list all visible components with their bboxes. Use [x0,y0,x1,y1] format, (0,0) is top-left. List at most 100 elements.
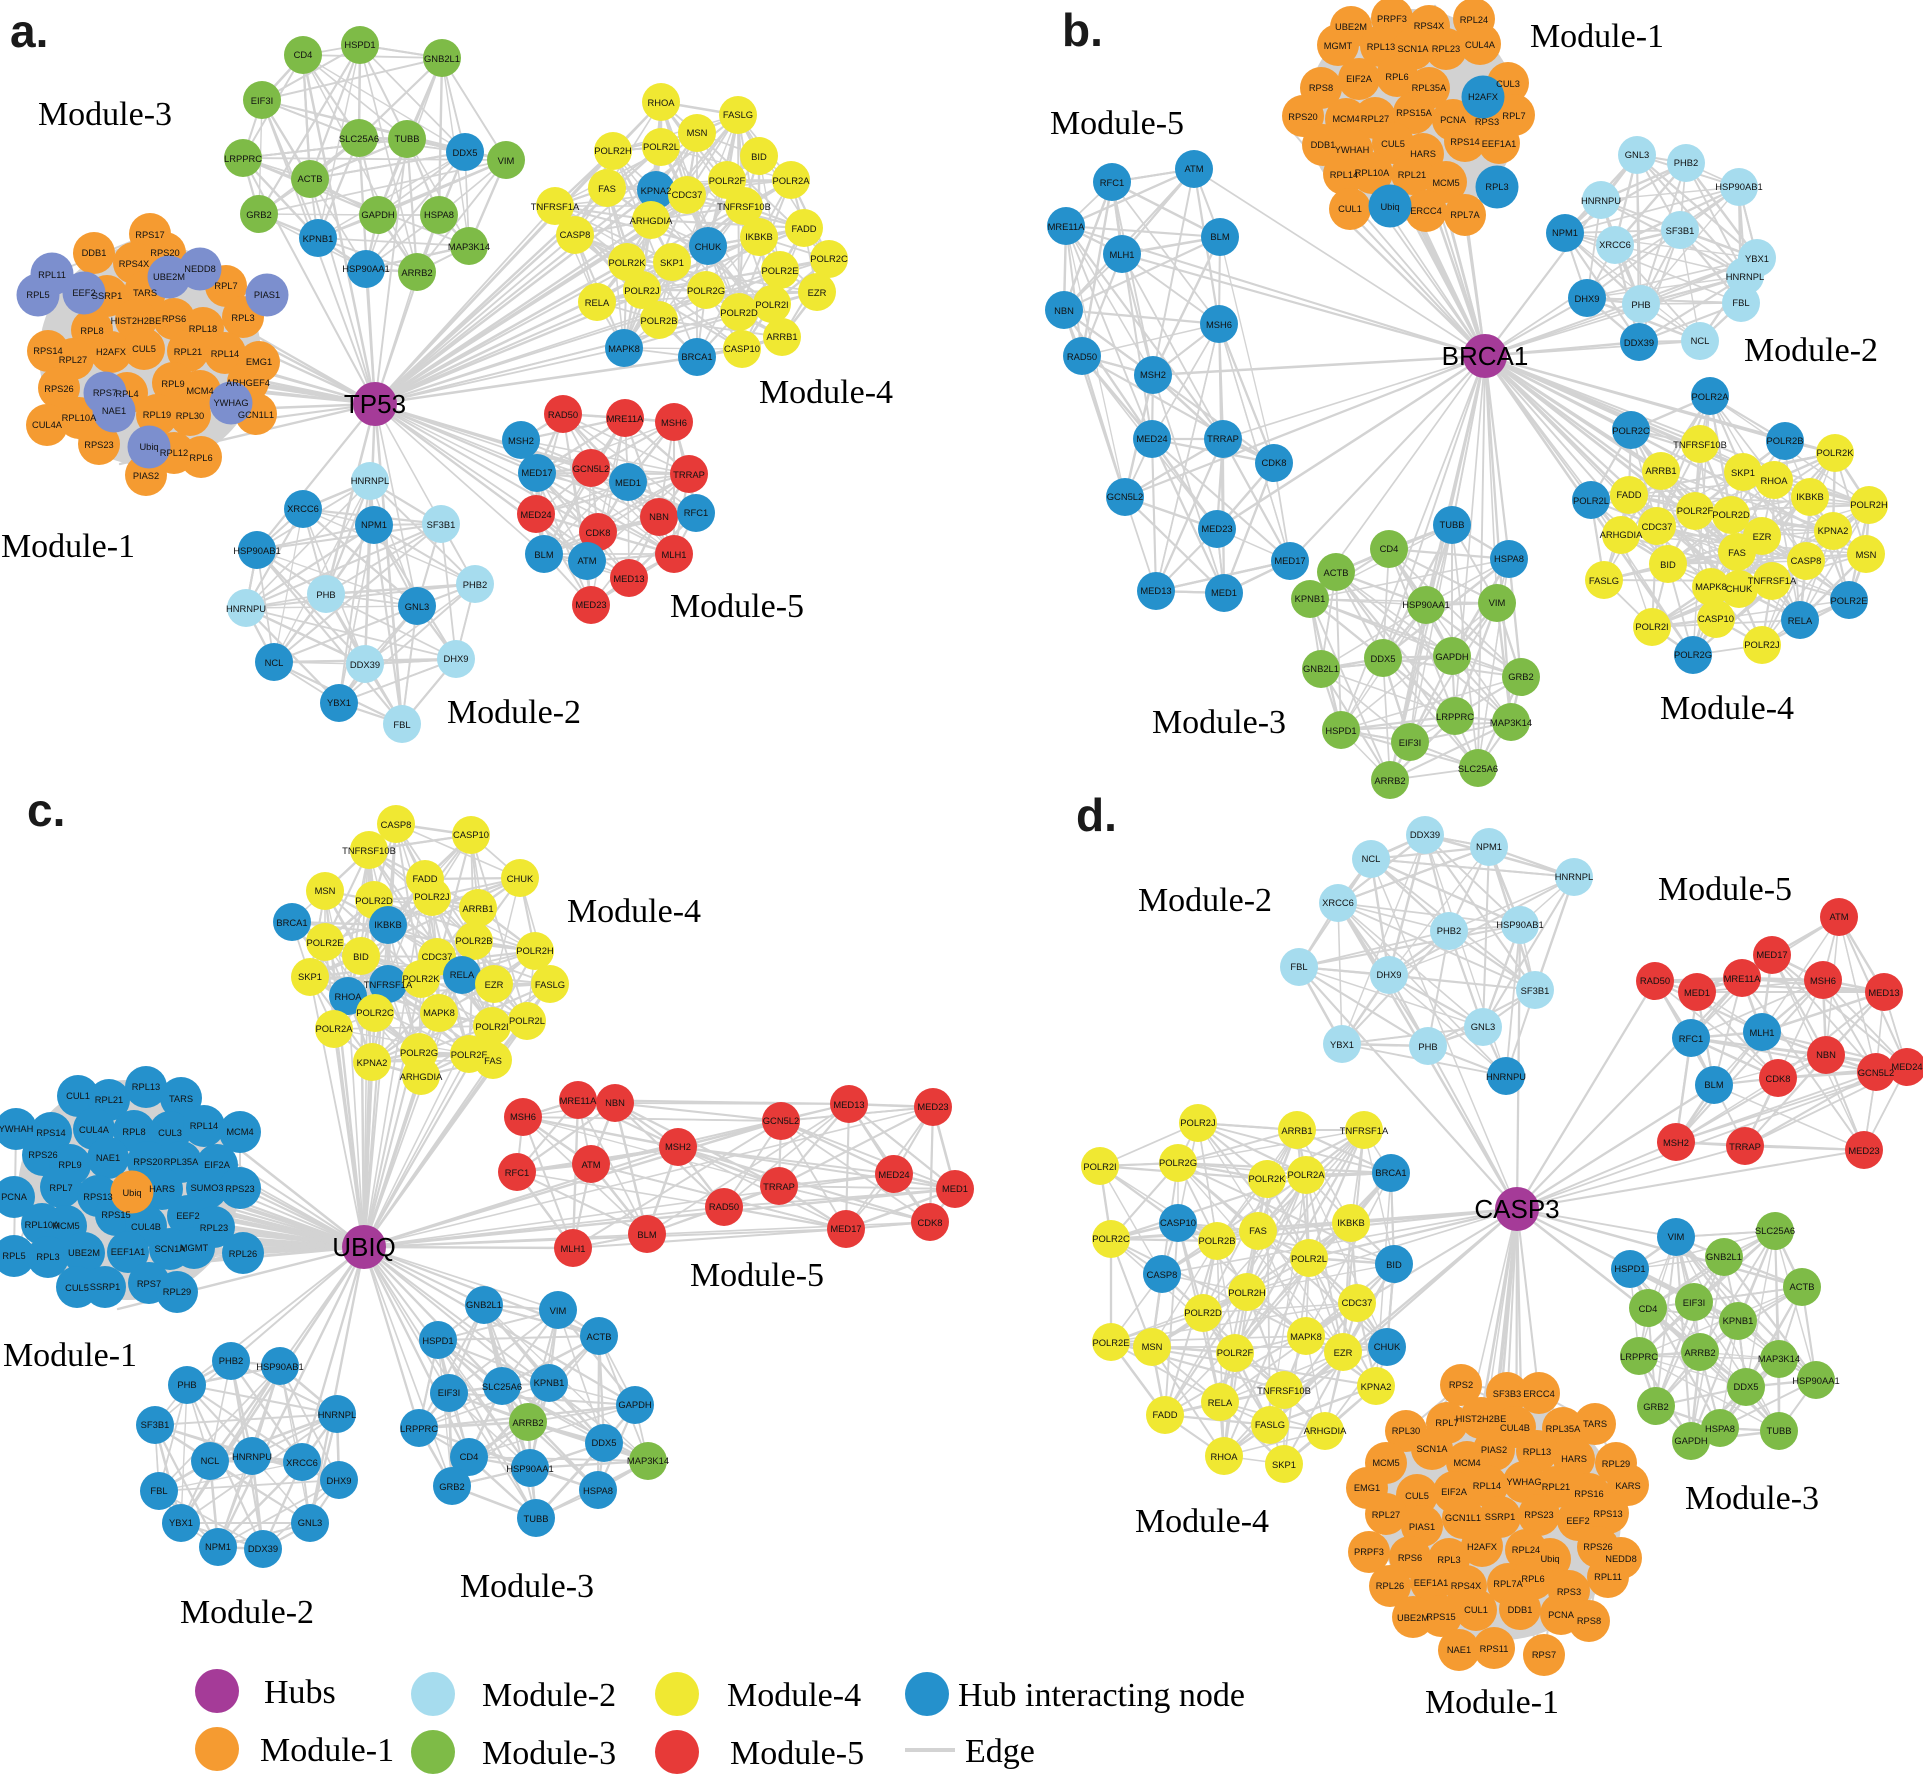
svg-text:RPL4: RPL4 [115,389,138,399]
svg-text:H2AFX: H2AFX [1468,92,1498,102]
svg-text:ARRB1: ARRB1 [462,903,493,914]
svg-text:RPL35A: RPL35A [1546,1424,1581,1434]
svg-text:FADD: FADD [791,223,816,234]
svg-text:CDK8: CDK8 [1261,457,1286,468]
svg-text:NBN: NBN [1816,1049,1836,1060]
svg-text:NPM1: NPM1 [1552,227,1578,238]
svg-text:NBN: NBN [1054,305,1074,316]
svg-text:EIF3I: EIF3I [1399,737,1421,748]
svg-text:HNRNPU: HNRNPU [232,1451,272,1462]
svg-text:Module-4: Module-4 [759,374,893,411]
svg-text:RPS20: RPS20 [150,248,179,258]
svg-text:POLR2D: POLR2D [720,307,758,318]
svg-text:POLR2G: POLR2G [1674,649,1712,660]
svg-text:CASP8: CASP8 [1791,555,1822,566]
svg-text:SLC25A6: SLC25A6 [482,1381,522,1392]
svg-text:YWHAG: YWHAG [1506,1477,1541,1487]
svg-text:RPS20: RPS20 [133,1157,162,1167]
svg-text:ATM: ATM [577,555,596,566]
svg-text:MSN: MSN [687,127,708,138]
svg-text:RPL13: RPL13 [132,1082,160,1092]
svg-text:CDC37: CDC37 [1342,1297,1373,1308]
svg-text:MGMT: MGMT [180,1243,209,1253]
svg-text:GCN5L2: GCN5L2 [573,463,609,474]
svg-text:XRCC6: XRCC6 [1322,897,1354,908]
svg-text:YBX1: YBX1 [1745,253,1769,264]
svg-text:FBL: FBL [1290,961,1307,972]
svg-text:POLR2H: POLR2H [594,145,632,156]
svg-text:CUL1: CUL1 [1464,1605,1488,1615]
svg-text:FBL: FBL [1732,297,1749,308]
svg-text:RPL5: RPL5 [26,290,49,300]
svg-text:POLR2C: POLR2C [1612,425,1650,436]
svg-text:NBN: NBN [649,511,669,522]
svg-text:PHB2: PHB2 [1674,157,1699,168]
svg-text:SF3B1: SF3B1 [1521,985,1550,996]
svg-text:BRCA1: BRCA1 [681,351,712,362]
svg-text:FADD: FADD [1152,1409,1177,1420]
svg-text:MED13: MED13 [833,1099,864,1110]
svg-text:MED17: MED17 [1756,949,1787,960]
svg-text:POLR2A: POLR2A [773,175,811,186]
svg-text:RPL8: RPL8 [80,326,103,336]
svg-text:VIM: VIM [1668,1231,1685,1242]
svg-text:MED17: MED17 [1274,555,1305,566]
svg-text:RPS17: RPS17 [135,230,164,240]
svg-text:GCN5L2: GCN5L2 [1107,491,1143,502]
svg-text:EIF2A: EIF2A [1346,74,1373,84]
svg-text:KPNB1: KPNB1 [303,233,334,244]
svg-text:MSN: MSN [1142,1341,1163,1352]
svg-text:RPL19: RPL19 [143,410,171,420]
svg-text:RPL21: RPL21 [1398,170,1426,180]
svg-text:RHOA: RHOA [647,97,675,108]
svg-text:POLR2D: POLR2D [1712,509,1750,520]
svg-text:VIM: VIM [1489,597,1506,608]
svg-text:POLR2L: POLR2L [509,1015,545,1026]
svg-text:EEF2: EEF2 [72,288,95,298]
svg-text:SF3B3: SF3B3 [1493,1389,1521,1399]
svg-text:KPNA2: KPNA2 [641,185,672,196]
svg-text:Hubs: Hubs [264,1674,336,1711]
svg-text:MSH6: MSH6 [661,417,687,428]
svg-text:POLR2H: POLR2H [1228,1287,1266,1298]
svg-text:POLR2E: POLR2E [1093,1337,1130,1348]
svg-text:ARRB1: ARRB1 [1645,465,1676,476]
svg-text:TRRAP: TRRAP [1729,1141,1761,1152]
svg-text:EIF2A: EIF2A [1441,1487,1468,1497]
svg-text:PHB: PHB [177,1379,196,1390]
svg-text:HARS: HARS [1410,149,1436,159]
svg-text:CUL4A: CUL4A [1465,40,1496,50]
svg-text:CUL5: CUL5 [65,1283,89,1293]
svg-text:RELA: RELA [585,297,610,308]
svg-text:SSRP1: SSRP1 [1485,1512,1516,1522]
svg-text:MRE11A: MRE11A [560,1095,598,1106]
svg-text:MED23: MED23 [1201,523,1232,534]
svg-text:TP53: TP53 [344,389,406,419]
svg-text:GRB2: GRB2 [1643,1401,1669,1412]
svg-text:CUL1: CUL1 [1338,204,1362,214]
svg-text:MAP3K14: MAP3K14 [448,241,490,252]
svg-text:MGMT: MGMT [1324,41,1353,51]
svg-text:MAPK8: MAPK8 [608,343,640,354]
svg-text:CHUK: CHUK [507,873,534,884]
svg-text:MED24: MED24 [878,1169,909,1180]
svg-text:XRCC6: XRCC6 [1599,239,1631,250]
svg-text:GCN5L2: GCN5L2 [1858,1067,1894,1078]
svg-text:CDK8: CDK8 [585,527,610,538]
svg-text:DDX39: DDX39 [350,659,380,670]
svg-text:MAPK8: MAPK8 [423,1007,455,1018]
svg-text:VIM: VIM [550,1305,567,1316]
svg-text:MRE11A: MRE11A [1724,973,1762,984]
svg-text:HSPD1: HSPD1 [344,39,375,50]
svg-text:MED1: MED1 [1211,587,1237,598]
svg-text:RPL35A: RPL35A [1412,83,1447,93]
svg-text:Module-4: Module-4 [727,1677,861,1714]
svg-text:RPL24: RPL24 [1460,15,1488,25]
svg-text:RPS13: RPS13 [1593,1509,1622,1519]
svg-text:HARS: HARS [1561,1454,1587,1464]
svg-text:POLR2F: POLR2F [709,175,746,186]
svg-text:Module-1: Module-1 [1,528,135,565]
svg-text:SCN1A: SCN1A [154,1244,186,1254]
svg-text:POLR2J: POLR2J [624,285,659,296]
svg-text:RPL7: RPL7 [214,281,237,291]
